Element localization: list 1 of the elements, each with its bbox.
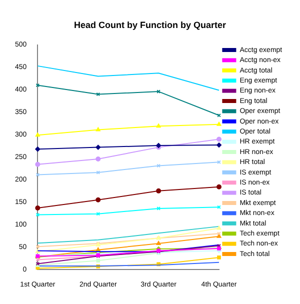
chart-title: Head Count by Function by Quarter: [74, 20, 226, 30]
